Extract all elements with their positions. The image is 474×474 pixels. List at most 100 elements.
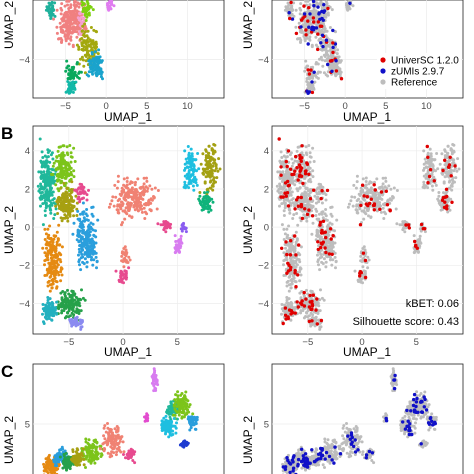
scatter-point xyxy=(63,291,67,295)
scatter-point xyxy=(287,302,291,306)
scatter-point xyxy=(141,185,145,189)
scatter-point xyxy=(316,253,319,257)
scatter-point xyxy=(392,186,396,190)
scatter-point xyxy=(76,197,80,201)
scatter-point xyxy=(450,184,454,188)
scatter-point xyxy=(123,256,127,260)
scatter-point xyxy=(292,1,296,5)
scatter-point xyxy=(152,195,155,198)
scatter-point xyxy=(50,203,54,207)
scatter-point xyxy=(56,149,60,153)
scatter-point xyxy=(75,307,79,311)
scatter-point xyxy=(285,236,289,240)
scatter-point xyxy=(128,182,132,186)
scatter-point xyxy=(355,203,359,207)
scatter-point xyxy=(50,1,54,5)
scatter-point xyxy=(321,39,325,43)
scatter-point xyxy=(334,259,338,263)
scatter-point xyxy=(304,145,308,149)
scatter-point xyxy=(364,176,368,180)
highlight-point xyxy=(320,9,324,14)
scatter-point xyxy=(201,200,205,204)
scatter-point xyxy=(89,5,93,9)
scatter-point xyxy=(106,2,109,6)
scatter-point xyxy=(300,151,304,155)
scatter-point xyxy=(62,197,66,201)
scatter-point xyxy=(299,311,303,315)
scatter-point xyxy=(286,4,290,8)
scatter-point xyxy=(130,202,133,205)
scatter-point xyxy=(85,265,89,269)
scatter-point xyxy=(47,167,51,171)
scatter-point xyxy=(319,252,323,256)
scatter-point xyxy=(367,214,370,218)
scatter-point xyxy=(85,214,89,218)
legend-swatch xyxy=(380,57,386,63)
scatter-point xyxy=(80,55,84,59)
scatter-point xyxy=(313,317,317,321)
scatter-point xyxy=(55,230,59,234)
scatter-point xyxy=(53,276,57,280)
scatter-point xyxy=(43,238,47,241)
scatter-point xyxy=(71,322,75,326)
scatter-point xyxy=(389,187,393,191)
scatter-point xyxy=(75,238,79,242)
scatter-point xyxy=(298,279,302,283)
scatter-point xyxy=(70,303,74,307)
scatter-point xyxy=(304,151,308,155)
scatter-point xyxy=(177,250,181,254)
scatter-point xyxy=(41,303,45,306)
scatter-point xyxy=(77,260,81,264)
scatter-point xyxy=(63,294,67,298)
scatter-point xyxy=(293,159,297,163)
y-axis-title: UMAP_2 xyxy=(2,1,16,49)
scatter-point xyxy=(127,193,131,197)
highlight-point xyxy=(326,6,330,11)
scatter-point xyxy=(312,9,316,13)
scatter-point xyxy=(324,260,328,264)
scatter-point xyxy=(305,311,308,314)
scatter-point xyxy=(298,6,302,10)
scatter-point xyxy=(150,187,154,191)
scatter-point xyxy=(315,192,319,196)
scatter-point xyxy=(310,322,314,326)
scatter-point xyxy=(65,66,69,70)
scatter-point xyxy=(418,239,422,243)
scatter-point xyxy=(181,222,185,226)
scatter-point xyxy=(218,167,222,171)
scatter-point xyxy=(48,283,52,287)
scatter-point xyxy=(132,191,135,195)
scatter-point xyxy=(106,7,110,11)
scatter-point xyxy=(299,28,303,32)
scatter-point xyxy=(95,60,99,64)
scatter-point xyxy=(93,50,97,54)
scatter-point xyxy=(318,325,322,329)
scatter-point xyxy=(429,161,433,165)
scatter-point xyxy=(73,160,77,163)
scatter-point xyxy=(87,70,91,74)
scatter-point xyxy=(61,216,65,220)
x-tick-label: 10 xyxy=(421,101,432,112)
scatter-point xyxy=(355,180,359,184)
scatter-point xyxy=(130,188,134,192)
scatter-point xyxy=(41,246,45,250)
scatter-point xyxy=(299,38,303,42)
scatter-point xyxy=(81,3,85,7)
scatter-point xyxy=(376,197,380,201)
scatter-point xyxy=(91,205,95,209)
scatter-point xyxy=(82,262,86,266)
scatter-point xyxy=(201,205,205,209)
scatter-point xyxy=(66,219,70,223)
highlight-point xyxy=(299,25,303,29)
scatter-point xyxy=(59,6,63,10)
scatter-point xyxy=(285,198,289,202)
scatter-point xyxy=(281,160,285,164)
scatter-point xyxy=(82,39,86,43)
scatter-point xyxy=(77,47,81,51)
scatter-point xyxy=(294,230,298,234)
scatter-point xyxy=(61,24,65,28)
scatter-point xyxy=(45,164,49,168)
legend-swatch xyxy=(380,79,386,85)
scatter-point xyxy=(207,144,211,148)
scatter-point xyxy=(305,3,308,7)
